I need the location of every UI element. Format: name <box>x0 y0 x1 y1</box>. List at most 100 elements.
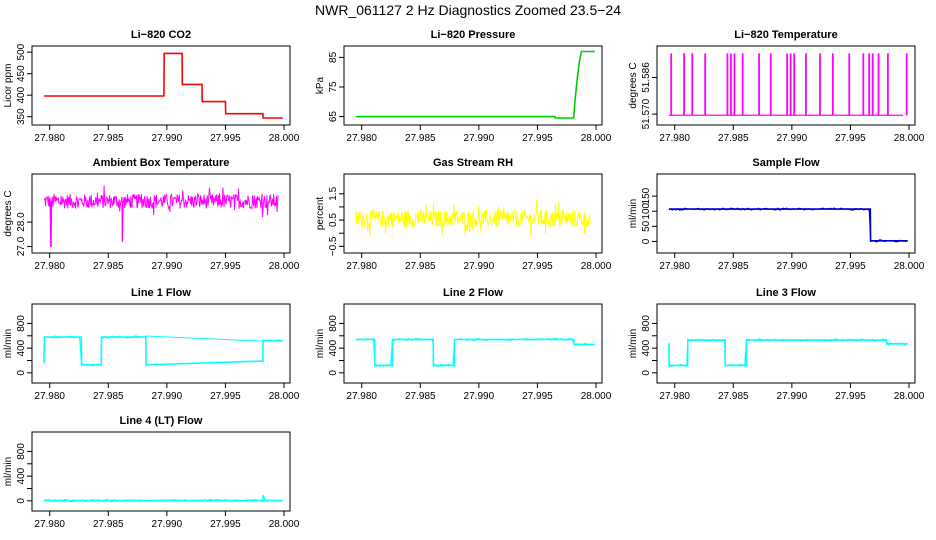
x-tick-label: 27.995 <box>210 133 241 144</box>
y-tick-label: 150 <box>641 187 652 204</box>
x-tick-label: 28.000 <box>269 519 300 530</box>
y-axis-label: ml/min <box>315 329 326 358</box>
x-tick-label: 28.000 <box>894 133 925 144</box>
series-jitter <box>44 335 283 367</box>
panel-title: Line 1 Flow <box>131 287 191 299</box>
y-tick-label: 0 <box>641 370 652 376</box>
x-tick-label: 28.000 <box>894 261 925 272</box>
x-tick-label: 27.985 <box>93 133 124 144</box>
y-tick-label: 800 <box>16 315 27 332</box>
y-tick-label: 400 <box>16 86 27 103</box>
y-tick-label: 28.0 <box>16 212 27 232</box>
panel-title: Sample Flow <box>752 157 820 169</box>
y-tick-label: 400 <box>641 339 652 356</box>
x-tick-label: 27.995 <box>835 133 866 144</box>
data-series <box>43 52 283 119</box>
y-tick-label: 400 <box>16 467 27 484</box>
panel-title: Li−820 Temperature <box>734 29 837 41</box>
y-tick-label: 0 <box>641 238 652 244</box>
y-tick-label: 400 <box>16 339 27 356</box>
x-tick-label: 27.990 <box>464 133 495 144</box>
panel-title: Li−820 Pressure <box>431 29 516 41</box>
x-tick-label: 27.980 <box>659 261 690 272</box>
data-series <box>43 185 279 248</box>
x-tick-label: 27.990 <box>777 391 808 402</box>
y-tick-label: 800 <box>641 315 652 332</box>
plot-frame <box>31 303 291 384</box>
x-tick-label: 27.980 <box>659 391 690 402</box>
plot-frame <box>343 303 603 384</box>
x-tick-label: 27.980 <box>34 133 65 144</box>
x-tick-label: 27.990 <box>464 391 495 402</box>
y-tick-label: 65 <box>328 111 339 123</box>
series-jitter <box>668 338 907 368</box>
x-tick-label: 27.985 <box>405 261 436 272</box>
panel-title: Line 2 Flow <box>443 287 503 299</box>
y-tick-label: 100 <box>641 202 652 219</box>
x-tick-label: 27.990 <box>152 391 183 402</box>
x-tick-label: 27.990 <box>152 519 183 530</box>
plot-frame <box>656 303 916 384</box>
panel-title: Line 3 Flow <box>756 287 816 299</box>
y-tick-label: 400 <box>328 339 339 356</box>
panel-title: Li−820 CO2 <box>131 29 191 41</box>
x-tick-label: 27.985 <box>93 391 124 402</box>
x-tick-label: 27.985 <box>718 391 749 402</box>
plot-frame <box>656 45 916 126</box>
plot-frame <box>31 173 291 254</box>
x-tick-label: 27.995 <box>835 391 866 402</box>
y-axis-label: ml/min <box>3 457 14 486</box>
panel-10: Line 4 (LT) Flow ml/min 27.980 27.985 27.990… <box>3 415 300 530</box>
plot-frame <box>31 45 291 126</box>
y-axis-label: kPa <box>315 76 326 94</box>
series-line <box>355 200 591 238</box>
y-tick-label: 800 <box>328 315 339 332</box>
y-tick-label: 0 <box>328 370 339 376</box>
y-tick-label: 51.570 <box>641 98 652 129</box>
series-line <box>43 185 279 248</box>
x-tick-label: 27.995 <box>835 261 866 272</box>
x-tick-label: 27.985 <box>405 133 436 144</box>
series-jitter <box>668 207 908 243</box>
data-series <box>355 200 591 238</box>
x-tick-label: 27.985 <box>718 261 749 272</box>
x-tick-label: 27.980 <box>34 391 65 402</box>
data-series <box>668 53 908 116</box>
y-tick-label: 450 <box>16 65 27 82</box>
plot-frame <box>343 45 603 126</box>
panel-title: Gas Stream RH <box>433 157 513 169</box>
plot-frame <box>343 173 603 254</box>
y-axis-label: percent <box>315 197 326 231</box>
panel-8: Line 2 Flow ml/min 27.980 27.985 27.990 27.99… <box>315 287 612 402</box>
y-tick-label: 85 <box>328 51 339 63</box>
x-tick-label: 27.990 <box>152 133 183 144</box>
y-axis-label: degrees C <box>628 62 639 108</box>
data-series <box>668 338 908 368</box>
y-tick-label: 500 <box>16 43 27 60</box>
x-tick-label: 28.000 <box>269 391 300 402</box>
x-tick-label: 28.000 <box>581 133 612 144</box>
x-tick-label: 27.980 <box>34 261 65 272</box>
y-tick-label: 51.586 <box>641 62 652 93</box>
series-jitter <box>43 498 282 503</box>
y-tick-label: 50 <box>641 220 652 232</box>
x-tick-label: 27.980 <box>659 133 690 144</box>
y-axis-label: degrees C <box>3 190 14 236</box>
panel-4: Ambient Box Temperature degrees C 27.980 27… <box>3 157 300 272</box>
data-series <box>355 50 595 119</box>
x-tick-label: 28.000 <box>581 391 612 402</box>
y-axis-label: ml/min <box>628 329 639 358</box>
series-line <box>43 52 283 119</box>
panel-3: Li−820 Temperature degrees C 27.980 27.985 2… <box>628 29 925 144</box>
data-series <box>355 337 595 368</box>
plot-frame <box>656 173 916 254</box>
x-tick-label: 28.000 <box>894 391 925 402</box>
panel-7: Line 1 Flow ml/min 27.980 27.985 27.990 27.99… <box>3 287 300 402</box>
series-line <box>668 208 908 242</box>
x-tick-label: 27.995 <box>522 133 553 144</box>
x-tick-label: 27.990 <box>777 261 808 272</box>
figure-title: NWR_061127 2 Hz Diagnostics Zoomed 23.5−… <box>315 2 621 18</box>
x-tick-label: 27.995 <box>210 519 241 530</box>
panel-5: Gas Stream RH percent 27.980 27.985 27.990 27… <box>315 157 612 272</box>
